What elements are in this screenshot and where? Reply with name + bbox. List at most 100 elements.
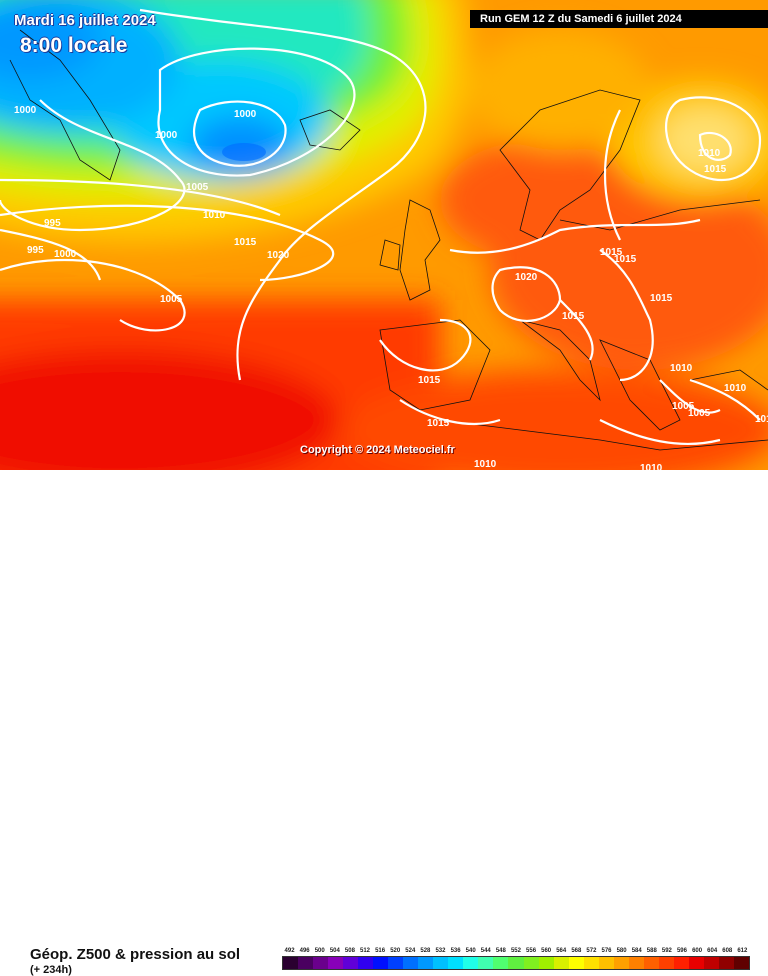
isobar-label: 1000 [155,130,178,141]
isobar-label: 1015 [418,375,441,386]
scale-swatch [343,957,359,969]
isobar-label: 1010 [203,210,226,221]
scale-label: 612 [737,948,748,954]
color-scale-labels: 492 496 500 504 508 512 516 520 524 528 532 536 540 5… [282,948,750,954]
isobar-label: 1010 [474,459,497,470]
scale-swatch [373,957,389,969]
scale-label: 536 [450,948,461,954]
scale-swatch [628,957,644,969]
scale-label: 572 [586,948,597,954]
isobar-label: 1015 [427,418,450,429]
isobar-label: 1015 [234,237,257,248]
isobar-label: 1015 [600,247,623,258]
scale-label: 592 [661,948,672,954]
scale-label: 576 [601,948,612,954]
scale-label: 540 [465,948,476,954]
isobar-label: 1010 [698,148,721,159]
scale-swatch [418,957,434,969]
isobar-label: 995 [44,218,61,229]
scale-swatch [733,957,749,969]
scale-swatch [403,957,419,969]
scale-swatch [703,957,719,969]
scale-swatch [508,957,524,969]
scale-swatch [283,957,299,969]
copyright-notice: Copyright © 2024 Meteociel.fr [300,444,455,456]
scale-label: 524 [405,948,416,954]
legend-panel: Géop. Z500 & pression au sol (+ 234h) 49… [0,470,768,976]
isobar-label: 1005 [186,182,209,193]
forecast-date: Mardi 16 juillet 2024 [14,12,156,29]
isobar-label: 1010 [670,363,693,374]
scale-swatch [328,957,344,969]
scale-label: 608 [722,948,733,954]
scale-label: 508 [344,948,355,954]
isobar-label: 1015 [650,293,673,304]
forecast-local-time: 8:00 locale [20,34,128,57]
isobar-label: 1010 [640,463,663,470]
color-scale: 492 496 500 504 508 512 516 520 524 528 532 536 540 5… [282,948,750,970]
isobar-label: 1000 [234,109,257,120]
scale-label: 596 [676,948,687,954]
isobar-label: 1000 [54,249,77,260]
scale-swatch [478,957,494,969]
scale-swatch [643,957,659,969]
isobar-label: 1005 [160,294,183,305]
scale-label: 516 [375,948,386,954]
scale-label: 520 [390,948,401,954]
isobar-label: 1010 [724,383,747,394]
scale-swatch [358,957,374,969]
scale-swatch [523,957,539,969]
isobar-label: 1005 [672,401,695,412]
weather-map: 1000 1000 1000 1000 995 995 1005 1005 1010 1015 10… [0,0,768,470]
isobar-labels: 1000100010001000995995100510051010101510… [14,105,768,470]
geopotential-field: 1000100010001000995995100510051010101510… [0,0,768,470]
scale-label: 492 [284,948,295,954]
scale-label: 568 [571,948,582,954]
scale-swatch [298,957,314,969]
coastlines [9,29,768,451]
scale-label: 588 [646,948,657,954]
scale-swatch [553,957,569,969]
scale-swatch [463,957,479,969]
scale-label: 500 [314,948,325,954]
legend-title: Géop. Z500 & pression au sol [30,946,241,963]
scale-swatch [538,957,554,969]
scale-swatch [673,957,689,969]
scale-swatch [583,957,599,969]
scale-label: 600 [692,948,703,954]
isobar-label: 1000 [14,105,37,116]
isobar-label: 1015 [614,254,637,265]
scale-swatch [388,957,404,969]
legend-subtitle: (+ 234h) [30,964,72,976]
scale-label: 504 [329,948,340,954]
scale-label: 544 [480,948,491,954]
scale-swatch [718,957,734,969]
scale-swatch [688,957,704,969]
scale-label: 552 [510,948,521,954]
isobar-label: 1005 [688,408,711,419]
scale-label: 496 [299,948,310,954]
scale-swatch [313,957,329,969]
scale-label: 528 [420,948,431,954]
scale-swatch [568,957,584,969]
isobar-label: 995 [27,245,44,256]
scale-label: 564 [556,948,567,954]
color-scale-bar [282,956,750,970]
scale-swatch [658,957,674,969]
scale-label: 548 [495,948,506,954]
isobar-label: 1015 [704,164,727,175]
model-run-banner: Run GEM 12 Z du Samedi 6 juillet 2024 [470,10,768,28]
scale-label: 580 [616,948,627,954]
scale-label: 512 [360,948,371,954]
isobar-label: 1020 [515,272,538,283]
scale-label: 560 [541,948,552,954]
scale-swatch [598,957,614,969]
scale-swatch [493,957,509,969]
scale-label: 584 [631,948,642,954]
scale-label: 556 [526,948,537,954]
scale-swatch [613,957,629,969]
isobar-label: 1020 [267,250,290,261]
scale-label: 604 [707,948,718,954]
scale-swatch [433,957,449,969]
scale-label: 532 [435,948,446,954]
